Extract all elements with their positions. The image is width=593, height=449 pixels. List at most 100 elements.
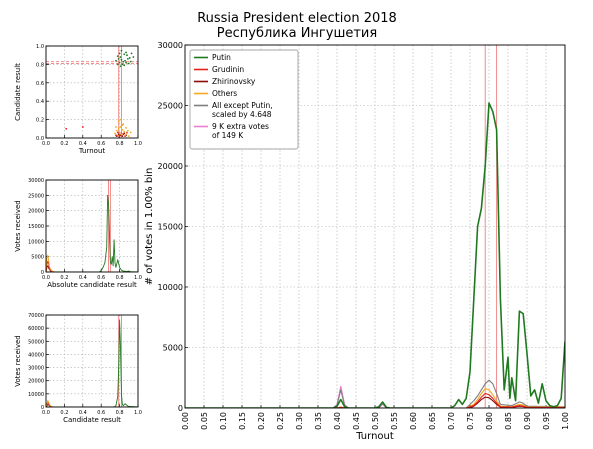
- scatter-point-putin: [120, 58, 123, 61]
- scatter-point-others: [126, 129, 129, 132]
- scatter-y-tick-label: 1.0: [36, 44, 44, 50]
- main-x-tick-label: 0.30: [295, 412, 304, 430]
- abs-y-tick-label: 15000: [28, 224, 44, 230]
- main-x-tick-label: 0.45: [352, 412, 361, 430]
- abs-y-tick-label: 30000: [28, 178, 44, 184]
- legend-label-others: Others: [212, 89, 237, 98]
- abs-y-tick-label: 5000: [31, 255, 44, 261]
- scatter-point-grudinin: [115, 134, 117, 137]
- chart-scatter: 0.0 0.2 0.4 0.6 0.8 1.0 0.0 0.2 0.4 0.6 0.8 1.0 Turn…: [14, 44, 142, 155]
- scatter-point-putin: [118, 52, 121, 55]
- scatter-point-putin: [116, 63, 119, 66]
- result-y-tick-label: 10000: [28, 392, 44, 398]
- scatter-point-grudinin: [122, 133, 125, 136]
- scatter-x-axis-label: Turnout: [78, 147, 106, 155]
- main-line-all-except-putin: [185, 379, 565, 408]
- main-x-tick-label: 0.70: [447, 412, 456, 430]
- result-y-tick-label: 50000: [28, 339, 44, 345]
- main-x-tick-label: 0.75: [466, 412, 475, 430]
- result-x-tick-label: 0.8: [116, 410, 124, 416]
- scatter-point-grudinin: [118, 135, 121, 138]
- scatter-point-zhirinovsky: [121, 135, 124, 138]
- result-x-tick-label: 0.6: [97, 410, 105, 416]
- scatter-point-putin: [120, 49, 123, 52]
- result-x-tick-label: 0.2: [60, 410, 68, 416]
- scatter-point-putin: [126, 57, 129, 60]
- scatter-point-putin: [126, 54, 128, 57]
- scatter-frame: [45, 45, 139, 139]
- scatter-point-putin: [124, 59, 127, 62]
- chart-main: 0.00 0.05 0.10 0.15 0.20 0.25 0.30 0.35 0.40 0.45…: [144, 41, 570, 442]
- main-x-axis-label: Turnout: [355, 431, 394, 442]
- main-line-putin: [185, 102, 565, 408]
- scatter-point-others: [126, 132, 128, 135]
- legend-label-zhirinovsky: Zhirinovsky: [212, 77, 256, 86]
- scatter-point-others: [115, 129, 118, 132]
- scatter-point-putin: [115, 59, 117, 62]
- abs-line-putin: [46, 194, 138, 272]
- scatter-point-others: [121, 128, 124, 131]
- scatter-y-tick-label: 0.8: [36, 62, 44, 68]
- main-x-tick-label: 0.00: [181, 412, 190, 430]
- scatter-point-others: [121, 124, 124, 127]
- scatter-x-tick-label: 0.4: [79, 141, 87, 147]
- legend-label-extra-votes: of 149 K: [212, 131, 244, 140]
- scatter-point-putin: [122, 60, 125, 63]
- legend-label-grudinin: Grudinin: [212, 65, 244, 74]
- main-frame: [184, 44, 566, 409]
- scatter-y-tick-label: 0.2: [36, 118, 44, 124]
- abs-frame: [45, 179, 139, 273]
- scatter-point-grudinin: [65, 127, 68, 130]
- main-x-tick-label: 1.00: [561, 412, 570, 430]
- result-y-tick-label: 0: [41, 405, 44, 411]
- main-x-tick-label: 0.55: [390, 412, 399, 430]
- scatter-point-others: [114, 132, 116, 135]
- scatter-point-putin: [123, 64, 126, 67]
- main-y-tick-label: 30000: [158, 41, 183, 50]
- scatter-point-putin: [129, 60, 132, 63]
- result-x-tick-label: 1.0: [134, 410, 142, 416]
- main-y-tick-label: 0: [178, 404, 183, 413]
- main-x-tick-label: 0.60: [409, 412, 418, 430]
- scatter-point-putin: [118, 61, 121, 64]
- abs-y-tick-label: 0: [41, 270, 44, 276]
- scatter-point-others: [124, 134, 127, 137]
- abs-y-tick-label: 10000: [28, 239, 44, 245]
- main-x-tick-label: 0.25: [276, 412, 285, 430]
- scatter-point-others: [117, 120, 120, 123]
- scatter-point-putin: [119, 65, 122, 68]
- scatter-y-tick-label: 0.6: [36, 81, 44, 87]
- scatter-y-tick-label: 0.4: [36, 99, 44, 105]
- main-x-tick-label: 0.85: [504, 412, 513, 430]
- result-frame: [45, 314, 139, 408]
- result-y-tick-label: 40000: [28, 352, 44, 358]
- main-y-tick-label: 25000: [158, 102, 183, 111]
- scatter-point-others: [127, 135, 130, 138]
- chart-abs: 0.0 0.2 0.4 0.6 0.8 1.0 0 5000 10000 15000 20000 25…: [14, 178, 142, 289]
- result-y-tick-label: 70000: [28, 313, 44, 319]
- main-y-tick-label: 15000: [158, 223, 183, 232]
- scatter-point-grudinin: [81, 126, 84, 128]
- main-y-tick-label: 10000: [158, 283, 183, 292]
- legend-label-extra-votes: 9 K extra votes: [212, 122, 269, 131]
- scatter-x-tick-label: 0.2: [60, 141, 68, 147]
- result-series-group: [46, 319, 138, 407]
- result-y-tick-label: 60000: [28, 326, 44, 332]
- scatter-x-tick-label: 0.8: [116, 141, 124, 147]
- scatter-point-putin: [121, 63, 124, 66]
- result-line-putin: [46, 319, 138, 407]
- scatter-point-putin: [127, 62, 130, 65]
- main-x-tick-label: 0.10: [219, 412, 228, 430]
- main-x-tick-label: 0.80: [485, 412, 494, 430]
- scatter-y-tick-label: 0.0: [36, 136, 44, 142]
- result-x-axis-label: Candidate result: [63, 416, 121, 424]
- scatter-point-putin: [130, 52, 133, 55]
- main-x-tick-label: 0.20: [257, 412, 266, 430]
- abs-x-tick-label: 0.6: [97, 275, 105, 281]
- scatter-point-others: [123, 130, 126, 133]
- main-x-tick-label: 0.90: [523, 412, 532, 430]
- result-y-tick-label: 30000: [28, 366, 44, 372]
- scatter-point-putin: [125, 51, 127, 54]
- main-x-tick-label: 0.40: [333, 412, 342, 430]
